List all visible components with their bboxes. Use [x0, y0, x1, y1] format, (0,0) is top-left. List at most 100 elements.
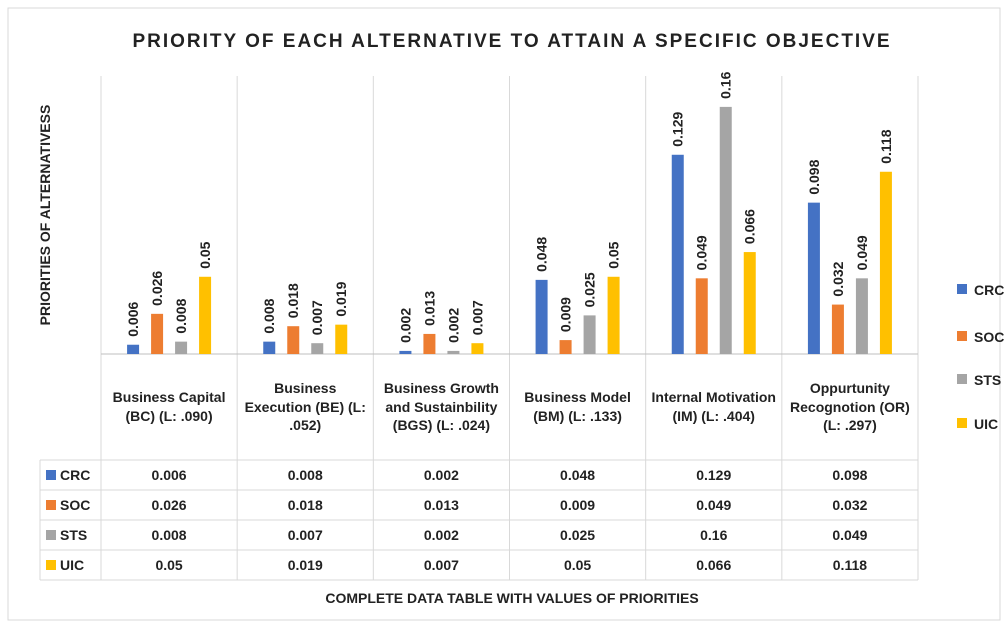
bar: [535, 279, 548, 354]
category-label: Business Execution (BE) (L: .052): [244, 379, 366, 434]
data-label: 0.006: [125, 301, 141, 336]
bar: [583, 315, 596, 354]
bar: [263, 341, 276, 354]
chart-border: [7, 7, 1001, 621]
bar: [311, 343, 324, 354]
legend-label: UIC: [974, 416, 998, 432]
bar: [399, 350, 412, 354]
table-legend-key: [46, 500, 56, 510]
table-row-header: STS: [60, 527, 87, 543]
table-value: 0.002: [423, 526, 459, 543]
data-label: 0.066: [742, 209, 758, 244]
bar: [559, 340, 572, 354]
legend-marker: [957, 284, 967, 294]
bar: [151, 313, 164, 354]
table-value: 0.129: [696, 466, 732, 483]
data-label: 0.008: [173, 298, 189, 333]
bar: [607, 276, 620, 354]
legend-label: STS: [974, 372, 1001, 388]
data-label: 0.05: [197, 241, 213, 268]
table-value: 0.025: [560, 526, 596, 543]
table-row-header: UIC: [60, 557, 84, 573]
data-label: 0.098: [806, 159, 822, 194]
data-label: 0.025: [582, 272, 598, 307]
x-axis-label: COMPLETE DATA TABLE WITH VALUES OF PRIOR…: [325, 590, 698, 606]
table-value: 0.013: [423, 496, 459, 513]
table-value: 0.008: [151, 526, 187, 543]
table-value: 0.002: [423, 466, 459, 483]
table-legend-key: [46, 530, 56, 540]
table-value: 0.032: [832, 496, 868, 513]
data-label: 0.049: [854, 235, 870, 270]
table-value: 0.007: [423, 556, 459, 573]
data-label: 0.032: [830, 261, 846, 296]
bar: [695, 278, 708, 354]
table-value: 0.048: [560, 466, 596, 483]
data-label: 0.129: [670, 112, 686, 147]
table-value: 0.049: [696, 496, 732, 513]
data-label: 0.118: [878, 129, 894, 163]
bar: [671, 154, 684, 354]
table-legend-key: [46, 560, 56, 570]
table-value: 0.05: [563, 556, 592, 573]
data-label: 0.019: [333, 281, 349, 316]
data-label: 0.007: [309, 300, 325, 335]
data-label: 0.008: [261, 298, 277, 333]
table-value: 0.118: [832, 556, 868, 573]
data-label: 0.002: [397, 308, 413, 343]
table-value: 0.05: [155, 556, 183, 573]
data-label: 0.009: [558, 297, 574, 332]
table-value: 0.026: [151, 496, 187, 513]
bar: [447, 350, 460, 354]
legend-label: SOC: [974, 329, 1004, 345]
table-value: 0.007: [287, 526, 323, 543]
table-row-header: SOC: [60, 497, 90, 513]
category-label: Business Capital (BC) (L: .090): [112, 389, 226, 424]
chart-title: PRIORITY OF EACH ALTERNATIVE TO ATTAIN A…: [132, 31, 891, 52]
data-label: 0.05: [606, 241, 622, 268]
table-legend-key: [46, 470, 56, 480]
bar: [335, 324, 348, 354]
data-label: 0.007: [469, 300, 485, 335]
bar: [423, 333, 436, 354]
legend-label: CRC: [974, 282, 1004, 298]
table-value: 0.16: [700, 526, 728, 543]
data-label: 0.002: [445, 308, 461, 343]
bar: [855, 278, 868, 354]
category-label: Business Growth and Sustainbility (BGS) …: [383, 379, 499, 434]
data-label: 0.049: [694, 235, 710, 270]
legend-marker: [957, 331, 967, 341]
bar: [287, 326, 300, 354]
table-value: 0.049: [832, 526, 868, 543]
bar: [199, 276, 212, 354]
bar: [127, 344, 140, 354]
category-label: Business Model (BM) (L: .133): [524, 389, 631, 424]
data-label: 0.048: [534, 237, 550, 272]
table-row-header: CRC: [60, 467, 90, 483]
table-value: 0.008: [287, 466, 323, 483]
bar: [175, 341, 188, 354]
data-label: 0.026: [149, 271, 165, 306]
bar: [743, 252, 756, 354]
table-value: 0.018: [287, 496, 323, 513]
category-label: Internal Motivation (IM) (L: .404): [651, 389, 776, 424]
bar: [879, 171, 892, 354]
legend-marker: [957, 374, 967, 384]
bar: [719, 106, 732, 354]
bar: [471, 343, 484, 354]
data-label: 0.013: [421, 291, 437, 326]
data-label: 0.16: [718, 71, 734, 98]
category-label: Oppurtunity Recognotion (OR) (L: .297): [790, 379, 910, 434]
bar: [807, 202, 820, 354]
bar: [831, 304, 844, 354]
table-value: 0.009: [560, 496, 596, 513]
legend-marker: [957, 418, 967, 428]
data-label: 0.018: [285, 283, 301, 318]
table-value: 0.006: [151, 466, 187, 483]
table-value: 0.019: [287, 556, 323, 573]
table-value: 0.066: [696, 556, 732, 573]
table-value: 0.098: [832, 466, 868, 483]
y-axis-label: PRIORITIES OF ALTERNATIVESS: [37, 105, 53, 326]
